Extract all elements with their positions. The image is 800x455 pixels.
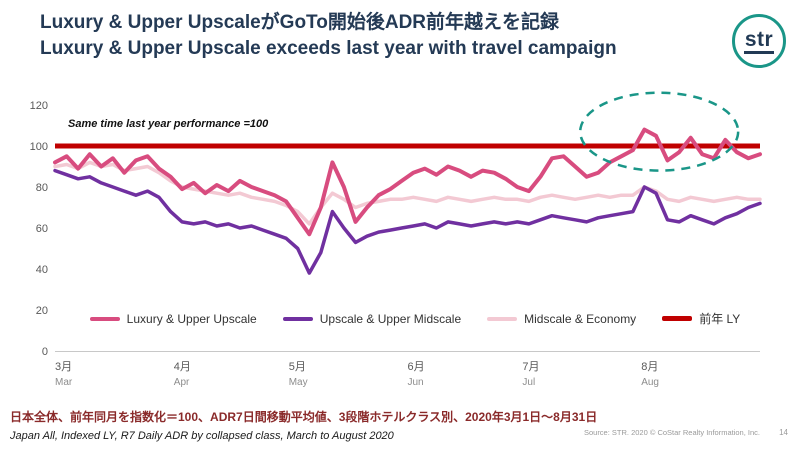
baseline-annotation: Same time last year performance =100 bbox=[68, 118, 269, 130]
legend-marker-ly bbox=[662, 316, 693, 321]
chart-canvas: 0 20 40 60 80 100 120 3月 Mar 4月 Apr 5月 May 6月 Jun 7月 Jul… bbox=[30, 91, 762, 388]
footnote-japanese: 日本全体、前年同月を指数化＝100、ADR7日間移動平均値、3段階ホテルクラス別… bbox=[10, 410, 598, 424]
page-title-en: Luxury & Upper Upscale exceeds last year… bbox=[40, 37, 617, 59]
legend-label-midscale: Midscale & Economy bbox=[524, 311, 637, 326]
page-number: 14 bbox=[779, 428, 788, 437]
legend-item-ly: 前年 LY bbox=[662, 310, 740, 327]
legend-marker-midscale bbox=[487, 316, 518, 321]
adr-index-chart: 0 20 40 60 80 100 120 3月 Mar 4月 Apr 5月 May 6月 Jun 7月 Jul… bbox=[30, 86, 800, 398]
y-tick-label: 120 bbox=[30, 100, 48, 112]
page-title-jp: Luxury & Upper UpscaleがGoTo開始後ADR前年越えを記録 bbox=[40, 12, 560, 33]
legend-marker-upscale bbox=[282, 316, 313, 321]
legend-label-upscale: Upscale & Upper Midscale bbox=[319, 311, 462, 326]
x-month-label-jp: 8月 bbox=[641, 361, 658, 373]
y-tick-label: 0 bbox=[42, 346, 48, 358]
source-credit: Source: STR. 2020 © CoStar Realty Inform… bbox=[583, 428, 760, 437]
legend-label-ly: 前年 LY bbox=[699, 312, 741, 326]
x-month-label-jp: 4月 bbox=[174, 361, 191, 373]
legend-item-midscale: Midscale & Economy bbox=[487, 312, 636, 326]
legend-label-luxury: Luxury & Upper Upscale bbox=[126, 311, 257, 326]
y-tick-label: 80 bbox=[36, 182, 48, 194]
legend-marker-luxury bbox=[89, 316, 120, 321]
y-tick-label: 40 bbox=[36, 264, 48, 276]
series-line-luxury-upper-upscale bbox=[53, 127, 762, 237]
legend-item-luxury: Luxury & Upper Upscale bbox=[89, 311, 257, 326]
x-month-label-jp: 6月 bbox=[408, 361, 425, 373]
footnote-english: Japan All, Indexed LY, R7 Daily ADR by c… bbox=[10, 430, 394, 442]
x-month-label-en: May bbox=[289, 377, 308, 388]
y-tick-label: 20 bbox=[36, 305, 48, 317]
chart-legend: Luxury & Upper Upscale Upscale & Upper M… bbox=[30, 310, 800, 327]
x-month-label-en: Jun bbox=[408, 377, 424, 388]
str-logo-text: str bbox=[743, 29, 775, 54]
x-month-label-en: Mar bbox=[55, 377, 73, 388]
series-line-upscale-upper-midscale bbox=[53, 168, 762, 275]
y-tick-label: 60 bbox=[36, 223, 48, 235]
x-month-label-en: Apr bbox=[174, 377, 190, 388]
x-month-label-jp: 5月 bbox=[289, 361, 306, 373]
legend-item-upscale: Upscale & Upper Midscale bbox=[282, 311, 462, 326]
highlight-ellipse bbox=[578, 91, 740, 172]
title-block: Luxury & Upper UpscaleがGoTo開始後ADR前年越えを記録… bbox=[40, 10, 700, 61]
x-month-label-en: Aug bbox=[641, 377, 659, 388]
x-month-label-jp: 3月 bbox=[55, 361, 72, 373]
y-tick-label: 100 bbox=[30, 141, 48, 153]
x-month-label-jp: 7月 bbox=[522, 361, 539, 373]
x-month-label-en: Jul bbox=[522, 377, 535, 388]
str-logo: str bbox=[732, 14, 786, 68]
